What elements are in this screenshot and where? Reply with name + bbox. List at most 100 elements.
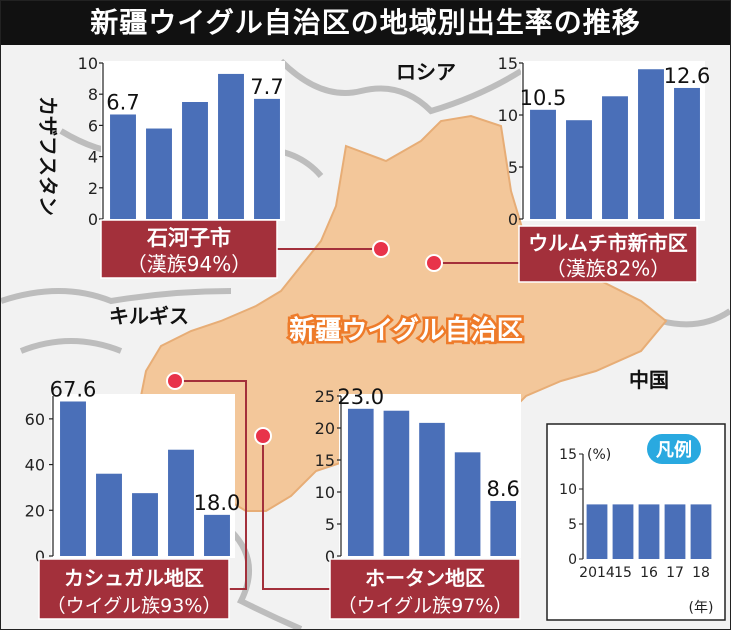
- y-tick-label: 25: [315, 387, 335, 406]
- connector-line: [179, 380, 247, 590]
- data-label: 12.6: [664, 64, 711, 88]
- legend-y-tick-label: 10: [559, 482, 577, 498]
- region-ethnicity-label: （ウイグル族97%）: [338, 595, 513, 617]
- bar-2014: [530, 109, 556, 219]
- region-name-box: [329, 558, 521, 620]
- country-label-china: 中国: [629, 368, 669, 392]
- legend-year-unit: (年): [689, 600, 714, 616]
- chart-layer: 02468106.77.7石河子市（漢族94%）05101510.512.6ウル…: [25, 54, 711, 620]
- region-name-box: [100, 219, 278, 279]
- data-label: 8.6: [486, 477, 519, 501]
- legend-unit: (%): [587, 447, 611, 463]
- bar-2014: [110, 114, 136, 219]
- bar-chart-shihezi: 0 2 4 6 8 10 6.7 7.7 石河子市（漢族94%）: [78, 54, 285, 279]
- y-tick-label: 5: [325, 515, 335, 534]
- y-tick-label: 10: [498, 106, 518, 125]
- legend-badge-text: 凡例: [656, 439, 692, 461]
- legend-bar: [586, 504, 608, 559]
- location-dot: [372, 240, 390, 258]
- legend-bar: [690, 504, 712, 559]
- bar-2015: [96, 473, 122, 556]
- bar-2016: [602, 96, 628, 219]
- legend-bar: [638, 504, 660, 559]
- legend-x-tick-label: 16: [640, 565, 658, 581]
- legend-x-tick-label: 2014: [579, 565, 615, 581]
- y-tick-label: 8: [88, 85, 98, 104]
- y-tick-label: 20: [315, 419, 335, 438]
- bar-2018: [674, 87, 700, 220]
- y-tick-label: 5: [508, 158, 518, 177]
- region-name-label: 石河子市: [146, 226, 231, 250]
- y-tick-label: 0: [325, 547, 335, 566]
- y-tick-label: 60: [25, 410, 45, 429]
- bar-2015: [146, 128, 172, 219]
- y-tick-label: 0: [35, 547, 45, 566]
- legend-badge: [647, 434, 701, 464]
- bar-2018: [490, 500, 517, 556]
- bar-chart-hotan: 0 5 10 15 20 25 23.0 8.6 ホータン地区 （ウイグル族97%）: [315, 385, 521, 620]
- y-tick-label: 0: [88, 210, 98, 229]
- bar-2016: [132, 493, 158, 556]
- legend-y-tick-label: 5: [568, 517, 577, 533]
- map-layer: ロシア カザフスタン キルギス 中国 新疆ウイグル自治区: [1, 58, 730, 629]
- data-label: 23.0: [337, 385, 384, 409]
- location-dot: [166, 372, 184, 390]
- legend-x-tick-label: 15: [614, 565, 632, 581]
- y-tick-label: 20: [25, 501, 45, 520]
- y-tick-label: 0: [508, 210, 518, 229]
- y-tick-label: 15: [315, 451, 335, 470]
- country-label-russia: ロシア: [396, 60, 456, 84]
- bar-2017: [454, 452, 481, 556]
- data-label: 18.0: [194, 491, 241, 515]
- region-name-label: ホータン地区: [365, 566, 485, 590]
- bar-2014: [347, 408, 374, 556]
- bar-2015: [383, 410, 410, 556]
- bar-2017: [638, 69, 664, 220]
- region-name-label: ウルムチ市新市区: [528, 231, 688, 255]
- bar-2016: [182, 102, 208, 219]
- y-tick-label: 4: [88, 148, 98, 167]
- legend-bar: [612, 504, 634, 559]
- legend-x-tick-label: 18: [692, 565, 710, 581]
- bar-2017: [168, 449, 194, 556]
- border-line: [278, 58, 523, 115]
- bar-2015: [566, 120, 592, 219]
- bar-2016: [419, 422, 445, 556]
- region-name-box: [518, 225, 698, 283]
- page-title: 新疆ウイグル自治区の地域別出生率の推移: [1, 1, 730, 45]
- location-dot: [254, 427, 272, 445]
- bar-2014: [60, 401, 86, 556]
- bar-2018: [204, 514, 230, 556]
- connector-line: [262, 436, 330, 590]
- y-tick-label: 15: [498, 54, 518, 73]
- y-tick-label: 10: [78, 54, 98, 73]
- border-line: [19, 338, 123, 354]
- bar-2017: [218, 73, 244, 219]
- data-label: 7.7: [250, 75, 283, 99]
- bar-2018: [254, 98, 280, 219]
- y-tick-label: 10: [315, 483, 335, 502]
- region-name-label: カシュガル地区: [64, 566, 204, 590]
- border-line: [1, 288, 232, 305]
- legend-x-tick-label: 17: [666, 565, 684, 581]
- y-tick-label: 40: [25, 456, 45, 475]
- y-tick-label: 6: [88, 116, 98, 135]
- map-chart-canvas: ロシア カザフスタン キルギス 中国 新疆ウイグル自治区 0 2 4 6 8 10 6.7 7…: [1, 54, 730, 629]
- region-name-box: [38, 558, 230, 620]
- legend-y-tick-label: 0: [568, 552, 577, 568]
- bar-chart-kashgar: 0 20 40 60 67.6 18.0 カシュガル地区 （ウイグル族93%）: [25, 377, 241, 620]
- data-label: 67.6: [50, 377, 97, 401]
- connector-layer: [166, 240, 519, 590]
- legend-bar: [664, 504, 686, 559]
- region-ethnicity-label: （漢族82%）: [546, 256, 670, 280]
- region-ethnicity-label: （漢族94%）: [127, 252, 251, 276]
- country-label-kyrgyzstan: キルギス: [109, 304, 189, 328]
- y-tick-label: 2: [88, 179, 98, 198]
- region-label: 新疆ウイグル自治区: [289, 315, 522, 346]
- legend-y-tick-label: 15: [559, 447, 577, 463]
- location-dot: [425, 254, 443, 272]
- data-label: 6.7: [106, 90, 139, 114]
